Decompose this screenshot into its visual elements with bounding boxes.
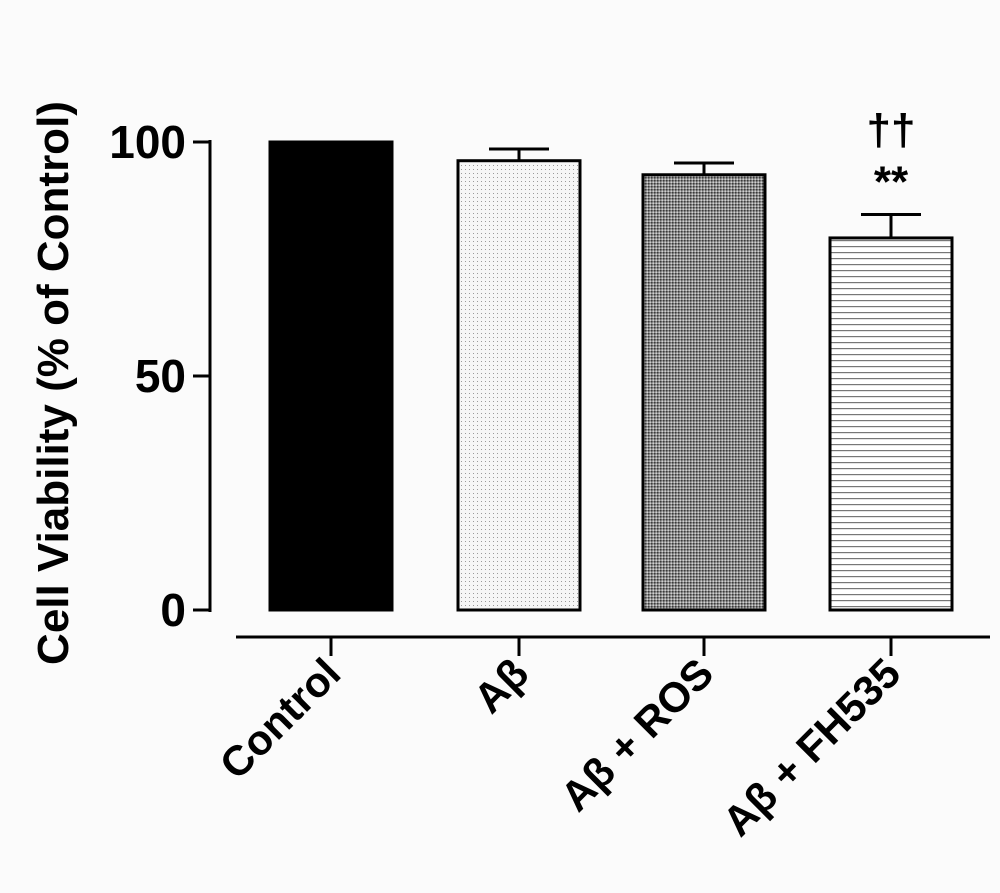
x-tick-label: Aβ + ROS	[551, 649, 722, 820]
bar-0	[268, 140, 394, 612]
y-tick-label: 100	[109, 116, 186, 168]
x-tick-label: Aβ + FH535	[714, 649, 910, 845]
x-tick-label: Control	[211, 649, 350, 788]
y-tick-label: 0	[160, 584, 186, 636]
bar-3	[828, 236, 954, 612]
bars: **††	[268, 106, 954, 612]
x-tick-label: Aβ	[465, 649, 538, 722]
bar-2	[641, 173, 767, 612]
y-ticks: 0 50 100	[109, 116, 210, 636]
y-axis-title: Cell Viability (% of Control)	[29, 101, 78, 665]
significance-stars: **	[874, 158, 909, 207]
y-tick-label: 50	[135, 350, 186, 402]
bar-1	[456, 159, 582, 612]
significance-daggers: ††	[867, 106, 916, 155]
